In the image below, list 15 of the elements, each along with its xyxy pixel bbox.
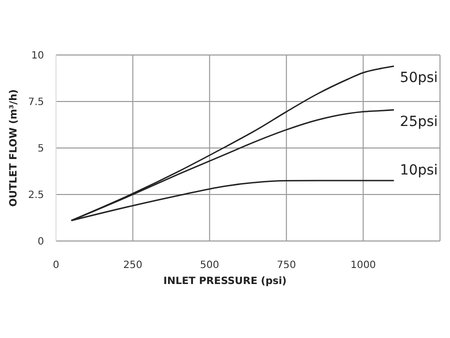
x-tick-label: 750 bbox=[276, 260, 296, 272]
x-axis-title: INLET PRESSURE (psi) bbox=[162, 276, 288, 287]
y-tick-label: 5 bbox=[38, 144, 44, 155]
series-label: 50psi bbox=[400, 70, 438, 86]
series-label: 10psi bbox=[400, 162, 438, 179]
series-label: 25psi bbox=[400, 114, 438, 130]
x-tick-label: 500 bbox=[200, 260, 220, 272]
y-tick-label: 10 bbox=[31, 50, 44, 62]
x-tick-label: 1000 bbox=[350, 260, 376, 272]
y-tick-label: 7.5 bbox=[28, 97, 44, 108]
y-axis-title: OUTLET FLOW (m³/h) bbox=[8, 89, 20, 207]
x-tick-label: 250 bbox=[123, 260, 142, 272]
x-tick-label: 0 bbox=[52, 260, 60, 272]
y-tick-label: 2.5 bbox=[28, 190, 44, 202]
y-tick-label: 0 bbox=[38, 236, 44, 248]
